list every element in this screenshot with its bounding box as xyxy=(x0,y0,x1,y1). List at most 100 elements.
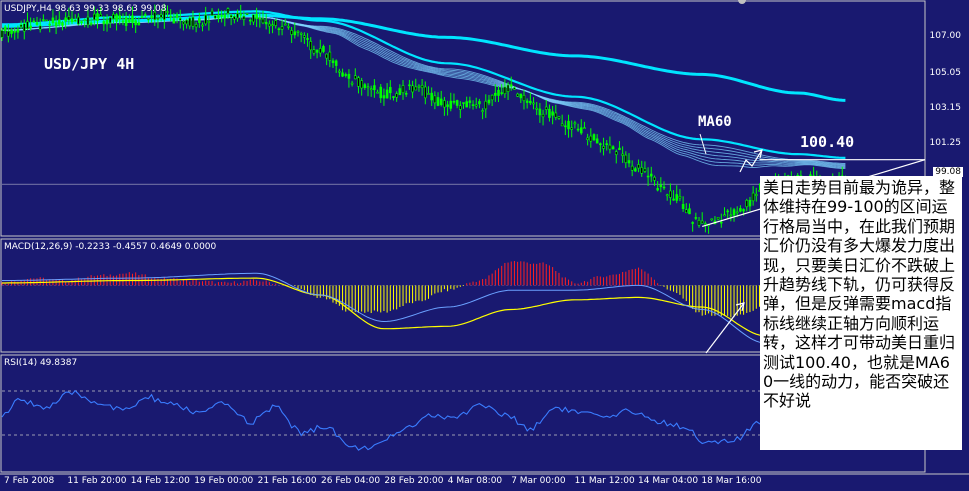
candle-body xyxy=(739,208,742,212)
candle-body xyxy=(481,110,484,112)
candle-body xyxy=(277,28,281,31)
candle-body xyxy=(471,104,475,106)
candle-body xyxy=(567,120,570,130)
candle-body xyxy=(379,86,383,99)
candle-body xyxy=(147,18,150,21)
candle-body xyxy=(700,220,704,224)
candle-body xyxy=(290,30,293,35)
candle-body xyxy=(675,194,679,201)
candle-body xyxy=(726,210,729,213)
candle-body xyxy=(691,222,694,224)
candle-body xyxy=(315,49,319,53)
time-axis-tick: 11 Mar 12:00 xyxy=(574,476,635,486)
candle-body xyxy=(169,15,172,18)
candle-body xyxy=(128,19,131,23)
candle-body xyxy=(93,13,96,21)
candle-body xyxy=(576,128,580,131)
candle-body xyxy=(64,17,67,22)
macd-line xyxy=(2,272,846,344)
candle-body xyxy=(207,21,211,23)
candle-body xyxy=(449,100,453,109)
candle-body xyxy=(605,143,609,145)
candle-body xyxy=(118,15,122,20)
candle-body xyxy=(312,49,316,54)
candle-body xyxy=(0,30,4,38)
current-price-badge: 99.08 xyxy=(933,167,963,177)
rsi-line xyxy=(1,389,846,451)
candle-body xyxy=(420,85,424,89)
candle-body xyxy=(226,8,230,14)
candle-body xyxy=(51,17,55,24)
candle-body xyxy=(201,24,204,27)
candle-body xyxy=(357,77,360,87)
candle-body xyxy=(57,19,61,25)
candle-body xyxy=(325,53,328,59)
candle-body xyxy=(16,29,20,33)
candle-body xyxy=(401,85,405,94)
macd-signal-line xyxy=(2,277,846,337)
candle-body xyxy=(239,13,243,16)
time-axis-tick: 14 Feb 12:00 xyxy=(130,476,190,486)
ma60-line xyxy=(2,13,846,102)
candle-body xyxy=(385,89,389,99)
commentary-text-box: 美日走势目前最为诡异，整体维持在99-100的区间运行格局当中，在此我们预期汇价… xyxy=(760,176,962,450)
candle-body xyxy=(579,127,583,134)
candle-body xyxy=(640,167,644,174)
candle-body xyxy=(414,86,418,91)
candle-body xyxy=(328,51,332,61)
candle-body xyxy=(306,38,309,40)
ma60-label: MA60 xyxy=(698,114,732,130)
candle-body xyxy=(557,116,561,119)
candle-body xyxy=(608,144,612,150)
candle-body xyxy=(172,18,176,24)
candle-body xyxy=(210,10,214,16)
candle-body xyxy=(32,20,36,23)
candle-body xyxy=(570,127,574,130)
price-pane[interactable] xyxy=(0,3,925,234)
candle-body xyxy=(522,94,526,101)
candle-body xyxy=(459,105,462,110)
candle-body xyxy=(468,100,472,103)
candle-body xyxy=(287,26,290,28)
candle-body xyxy=(755,194,758,196)
candle-body xyxy=(809,174,812,177)
candle-body xyxy=(494,92,497,96)
candle-body xyxy=(678,196,682,199)
candle-body xyxy=(697,219,701,226)
candle-body xyxy=(439,98,443,106)
ma-inner-line xyxy=(2,10,846,159)
candle-body xyxy=(637,164,640,169)
candle-body xyxy=(369,88,373,91)
time-axis-tick: 7 Feb 2008 xyxy=(4,476,55,486)
candle-body xyxy=(478,101,481,105)
candle-body xyxy=(296,31,300,33)
candle-body xyxy=(344,74,348,76)
candle-body xyxy=(745,200,749,208)
candle-body xyxy=(242,15,246,20)
candle-body xyxy=(350,82,354,85)
candle-body xyxy=(45,19,48,22)
candle-body xyxy=(137,22,141,26)
candle-body xyxy=(156,17,160,20)
candle-body xyxy=(672,198,675,201)
price-axis-tick: 105.05 xyxy=(929,67,962,78)
candle-body xyxy=(105,19,109,25)
candle-body xyxy=(465,101,468,108)
candle-body xyxy=(614,151,618,155)
candle-body xyxy=(73,19,77,22)
candle-body xyxy=(80,21,83,23)
candle-body xyxy=(153,11,157,20)
target-price-label: 100.40 xyxy=(800,133,855,151)
candle-body xyxy=(716,216,720,220)
scroll-handle-icon[interactable] xyxy=(738,0,746,4)
candle-body xyxy=(748,199,752,207)
candle-body xyxy=(112,14,115,20)
candle-body xyxy=(538,108,542,116)
candle-body xyxy=(548,108,551,118)
candle-body xyxy=(411,85,414,93)
candle-body xyxy=(554,112,558,118)
candle-body xyxy=(509,84,513,87)
candle-body xyxy=(560,123,564,127)
candle-body xyxy=(3,26,7,32)
ma-ribbon-line-3 xyxy=(2,16,846,167)
